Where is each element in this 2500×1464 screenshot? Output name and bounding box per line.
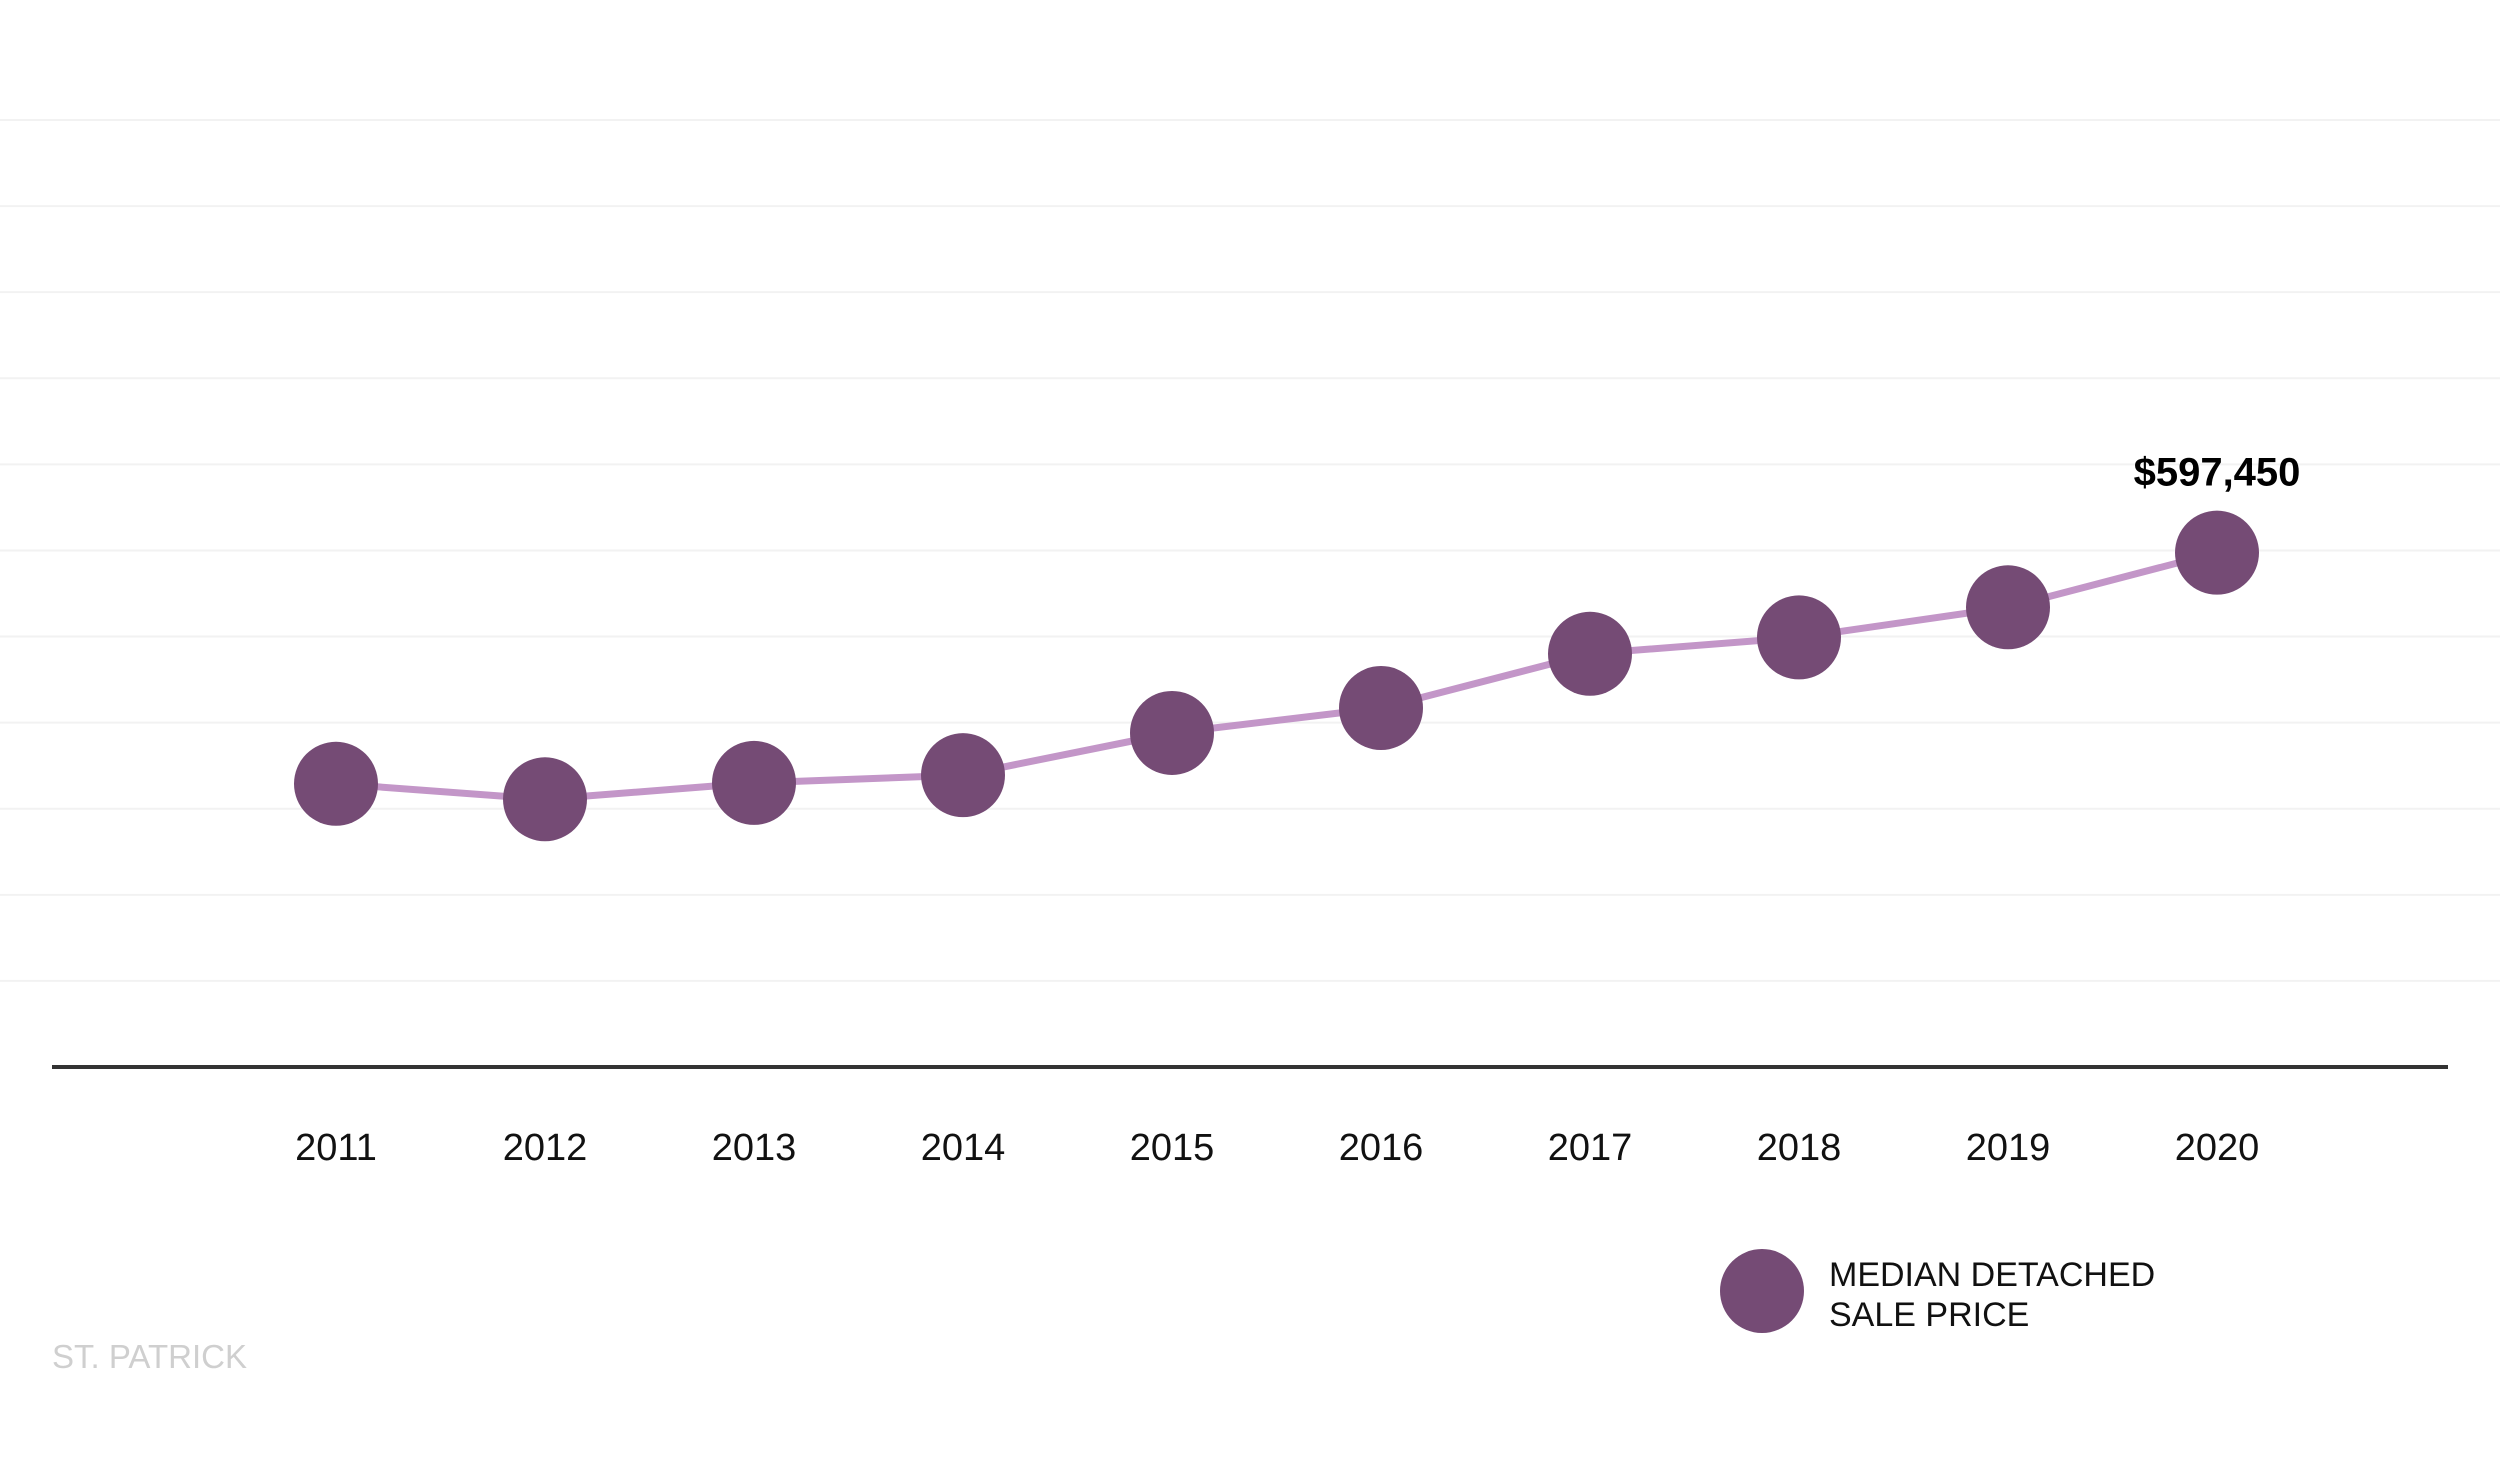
legend-marker: [1720, 1249, 1804, 1333]
data-point-2013: [712, 740, 796, 825]
data-point-2014: [921, 733, 1005, 818]
data-point-2019: [1966, 565, 2050, 650]
series-layer: [332, 549, 2221, 803]
gridlines: [0, 119, 2500, 982]
x-tick-label-2017: 2017: [1548, 1127, 1633, 1169]
data-points: [294, 510, 2259, 842]
series-line-median-detached-sale-price: [332, 549, 2221, 803]
data-label-2020: $597,450: [2134, 451, 2301, 495]
x-tick-label-2013: 2013: [712, 1127, 797, 1169]
legend: MEDIAN DETACHED SALE PRICE: [1720, 1249, 2155, 1334]
data-point-2020: [2175, 510, 2259, 595]
x-tick-label-2016: 2016: [1339, 1127, 1424, 1169]
x-tick-label-2014: 2014: [921, 1127, 1006, 1169]
data-point-2015: [1130, 690, 1214, 775]
data-point-2011: [294, 741, 378, 826]
x-tick-labels: 2011 2012 2013 2014 2015 2016 2017 2018 2019 2020: [295, 1127, 2259, 1169]
legend-label-line-1: MEDIAN DETACHED: [1829, 1256, 2155, 1294]
data-labels: $597,450: [2134, 451, 2301, 495]
data-point-2012: [503, 757, 587, 842]
x-tick-label-2012: 2012: [503, 1127, 588, 1169]
x-tick-label-2011: 2011: [295, 1127, 377, 1169]
legend-label-line-2: SALE PRICE: [1829, 1296, 2029, 1334]
x-tick-label-2020: 2020: [2175, 1127, 2260, 1169]
x-tick-label-2019: 2019: [1966, 1127, 2051, 1169]
data-point-2017: [1548, 611, 1632, 696]
x-tick-label-2018: 2018: [1757, 1127, 1842, 1169]
x-tick-label-2015: 2015: [1130, 1127, 1215, 1169]
location-label: ST. PATRICK: [52, 1338, 247, 1375]
data-point-2016: [1339, 666, 1423, 751]
data-point-2018: [1757, 595, 1841, 680]
